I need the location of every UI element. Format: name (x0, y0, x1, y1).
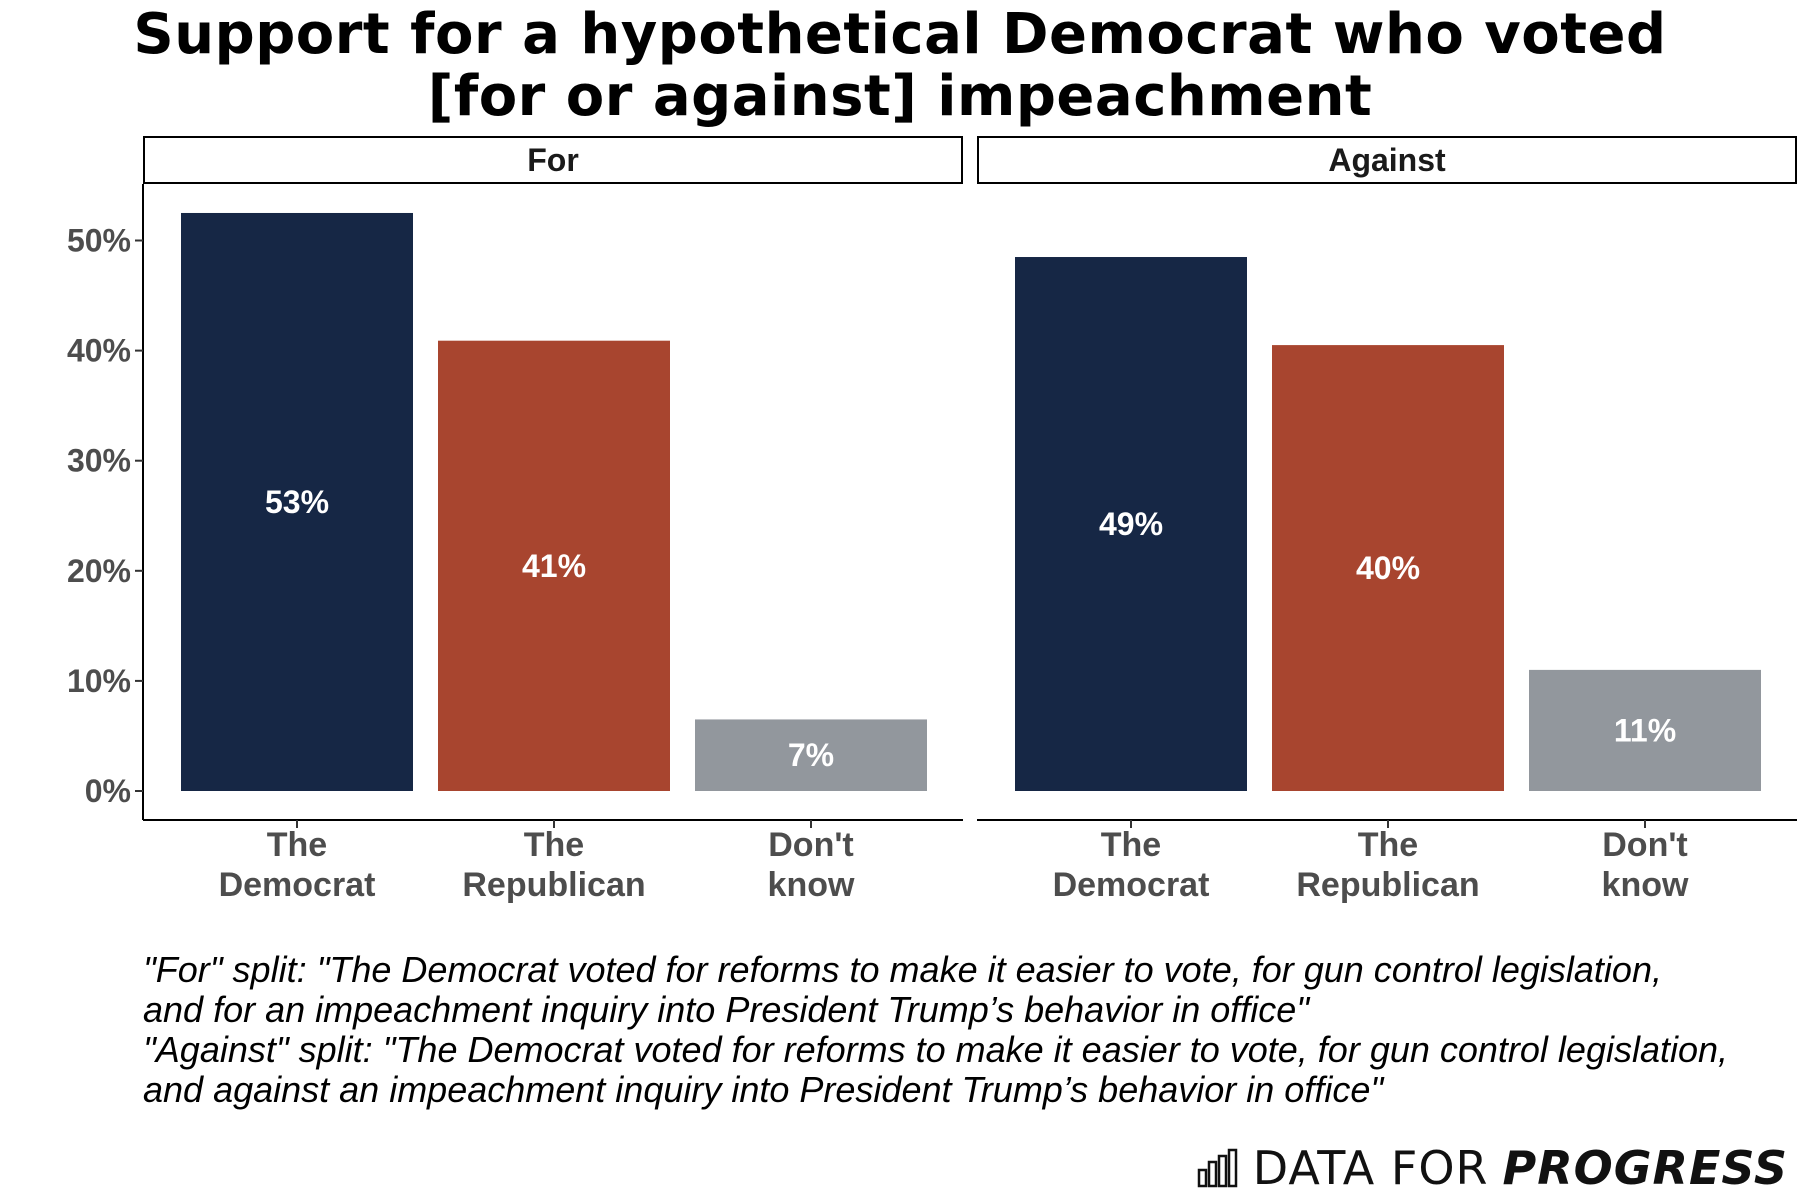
y-tick-label: 10% (67, 663, 131, 699)
facet-strip (143, 136, 963, 184)
x-tick-label: The (267, 826, 327, 864)
bar-value-label: 40% (1356, 550, 1420, 586)
bar-value-label: 11% (1614, 712, 1676, 748)
y-tick-label: 0% (85, 773, 131, 809)
bar (1529, 669, 1761, 791)
chart-title: Support for a hypothetical Democrat who … (0, 4, 1800, 128)
x-tick-label: Republican (1296, 866, 1479, 904)
bar-value-label: 53% (265, 484, 329, 520)
bar-value-label: 41% (522, 548, 586, 584)
x-tick-label: Republican (462, 866, 645, 904)
x-tick-label: The (524, 826, 584, 864)
bar (181, 212, 413, 792)
brand-text-bold: PROGRESS (1502, 1141, 1788, 1195)
bar-value-label: 49% (1099, 506, 1163, 542)
footnote-line-4: and against an impeachment inquiry into … (143, 1069, 1384, 1110)
brand-logo: DATA FOR PROGRESS (1197, 1140, 1788, 1196)
x-tick-label: Democrat (1053, 866, 1210, 904)
footnote: "For" split: "The Democrat voted for ref… (143, 950, 1763, 1110)
footnote-line-1: "For" split: "The Democrat voted for ref… (143, 949, 1662, 990)
facet-strip (977, 136, 1797, 184)
brand-text-light: DATA FOR (1252, 1141, 1489, 1195)
x-tick-label: The (1358, 826, 1418, 864)
x-tick-label: Don't (1602, 826, 1688, 864)
bar-chart-icon (1197, 1148, 1238, 1188)
chart-title-line-1: Support for a hypothetical Democrat who … (133, 2, 1667, 67)
x-tick-label: know (768, 866, 855, 904)
x-tick-label: Democrat (219, 866, 376, 904)
bar (1272, 345, 1504, 791)
y-tick-label: 20% (67, 553, 131, 589)
y-tick-label: 30% (67, 443, 131, 479)
x-tick-label: know (1602, 866, 1689, 904)
bar (438, 340, 670, 791)
footnote-line-3: "Against" split: "The Democrat voted for… (143, 1029, 1729, 1070)
y-tick-label: 50% (67, 223, 131, 259)
bar-value-label: 7% (788, 737, 834, 773)
footnote-line-2: and for an impeachment inquiry into Pres… (143, 989, 1310, 1030)
bar (1015, 257, 1247, 791)
facet-strip-label: For (527, 142, 579, 178)
y-tick-label: 40% (67, 333, 131, 369)
bar (695, 719, 927, 791)
facet-strip-label: Against (1328, 142, 1446, 178)
faceted-bar-chart: 0%10%20%30%40%50%For53%TheDemocrat41%The… (67, 136, 1797, 904)
x-tick-label: Don't (768, 826, 854, 864)
chart-title-line-2: [for or against] impeachment (427, 64, 1373, 129)
x-tick-label: The (1101, 826, 1161, 864)
